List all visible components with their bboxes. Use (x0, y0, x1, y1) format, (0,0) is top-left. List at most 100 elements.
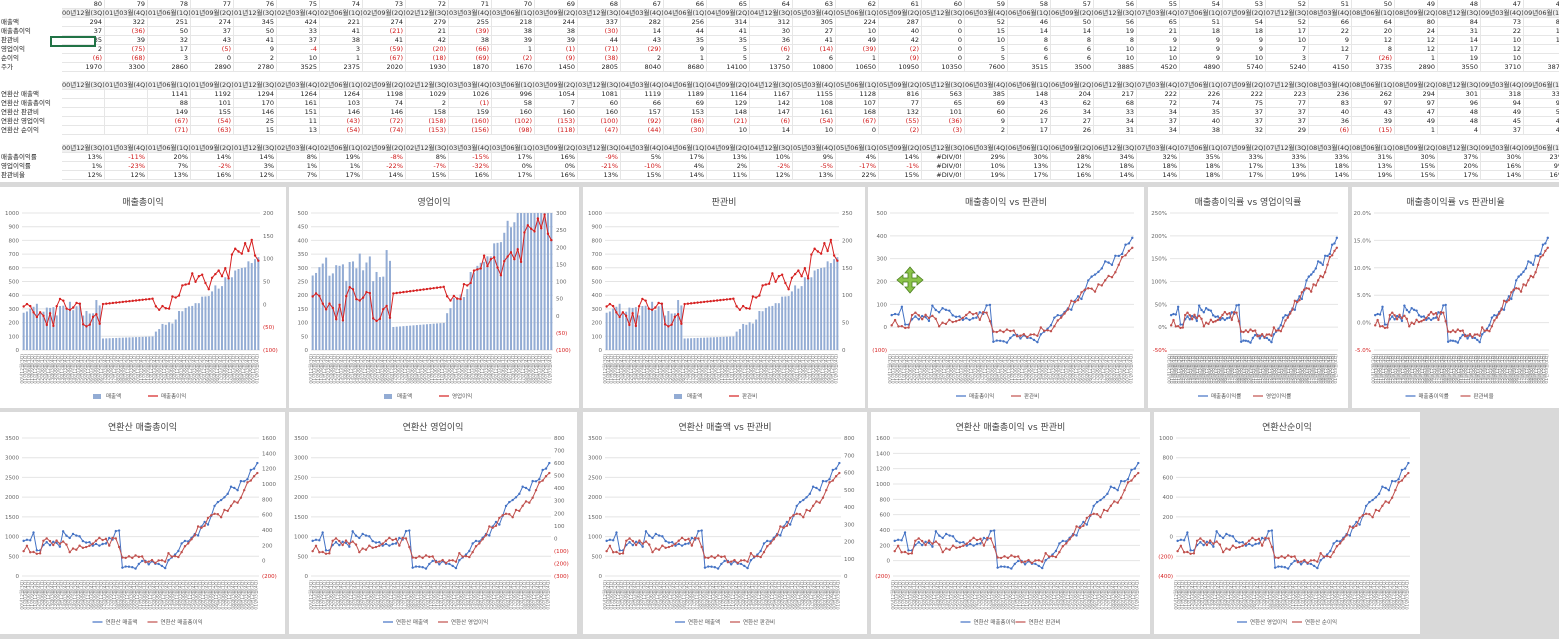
period-header-cell[interactable]: 03년12월(3Q) (578, 144, 621, 153)
period-header-cell[interactable]: 01년03월(4Q) (105, 81, 148, 90)
value-cell[interactable]: 9 (234, 45, 277, 54)
value-cell[interactable]: 160 (535, 108, 578, 117)
value-cell[interactable]: 46 (1524, 0, 1559, 9)
value-cell[interactable]: (158) (406, 117, 449, 126)
value-cell[interactable]: -7% (406, 162, 449, 171)
period-header-cell[interactable]: 07년12월(3Q) (1266, 81, 1309, 90)
value-cell[interactable]: 47 (1395, 108, 1438, 117)
value-cell[interactable]: (1) (535, 45, 578, 54)
value-cell[interactable]: 14100 (707, 63, 750, 72)
value-cell[interactable]: 294 (1395, 90, 1438, 99)
value-cell[interactable]: 25 (234, 117, 277, 126)
value-cell[interactable]: 37 (1137, 117, 1180, 126)
value-cell[interactable]: 0% (535, 162, 578, 171)
value-cell[interactable]: 37 (1223, 117, 1266, 126)
value-cell[interactable]: (36) (922, 117, 965, 126)
value-cell[interactable]: 37 (1223, 108, 1266, 117)
period-header-cell[interactable]: 08년06월(1Q) (1352, 81, 1395, 90)
value-cell[interactable]: 44 (664, 27, 707, 36)
period-header-cell[interactable]: 08년12월(3Q) (1438, 144, 1481, 153)
value-cell[interactable]: 996 (492, 90, 535, 99)
value-cell[interactable]: 9 (1180, 45, 1223, 54)
value-cell[interactable]: 75 (1223, 99, 1266, 108)
value-cell[interactable]: 16% (449, 171, 492, 180)
value-cell[interactable]: 20% (148, 153, 191, 162)
value-cell[interactable]: 2890 (1395, 63, 1438, 72)
value-cell[interactable]: 32 (148, 36, 191, 45)
value-cell[interactable]: (59) (363, 45, 406, 54)
value-cell[interactable]: 30% (1008, 153, 1051, 162)
period-header-cell[interactable]: 06년06월(1Q) (1008, 144, 1051, 153)
period-header-cell[interactable]: 03년09월(2Q) (535, 9, 578, 18)
value-cell[interactable]: 47 (1481, 0, 1524, 9)
value-cell[interactable] (62, 117, 105, 126)
value-cell[interactable]: 68 (1094, 99, 1137, 108)
value-cell[interactable]: 305 (793, 18, 836, 27)
value-cell[interactable]: 37 (62, 27, 105, 36)
value-cell[interactable]: 70 (492, 0, 535, 9)
value-cell[interactable]: 17% (492, 153, 535, 162)
value-cell[interactable]: 3515 (1008, 63, 1051, 72)
value-cell[interactable]: 17 (1008, 126, 1051, 135)
value-cell[interactable] (62, 126, 105, 135)
value-cell[interactable]: 1% (320, 162, 363, 171)
value-cell[interactable]: (5) (191, 45, 234, 54)
value-cell[interactable]: 274 (191, 18, 234, 27)
value-cell[interactable]: 35 (707, 36, 750, 45)
value-cell[interactable]: 17 (1266, 27, 1309, 36)
value-cell[interactable]: 1192 (191, 90, 234, 99)
value-cell[interactable]: 2805 (578, 63, 621, 72)
value-cell[interactable] (105, 126, 148, 135)
value-cell[interactable]: 13 (1524, 36, 1559, 45)
value-cell[interactable]: 13% (148, 171, 191, 180)
period-header-cell[interactable]: 05년06월(1Q) (836, 9, 879, 18)
value-cell[interactable]: 93 (1524, 99, 1559, 108)
value-cell[interactable]: 13% (1266, 162, 1309, 171)
value-cell[interactable]: 10950 (879, 63, 922, 72)
value-cell[interactable]: 49 (1481, 108, 1524, 117)
value-cell[interactable]: (2) (492, 54, 535, 63)
value-cell[interactable]: 18% (1180, 162, 1223, 171)
value-cell[interactable]: 38 (492, 27, 535, 36)
period-header-cell[interactable]: 03년12월(3Q) (578, 81, 621, 90)
value-cell[interactable]: 29% (965, 153, 1008, 162)
value-cell[interactable]: 3735 (1352, 63, 1395, 72)
value-cell[interactable]: 2 (234, 54, 277, 63)
period-header-cell[interactable]: 06년12월(3Q) (1094, 9, 1137, 18)
value-cell[interactable]: 84 (1438, 18, 1481, 27)
value-cell[interactable]: 36 (1309, 117, 1352, 126)
period-header-cell[interactable]: 07년09월(2Q) (1223, 81, 1266, 90)
value-cell[interactable]: 14% (664, 171, 707, 180)
value-cell[interactable]: 68 (578, 0, 621, 9)
period-header-cell[interactable]: 05년09월(2Q) (879, 144, 922, 153)
value-cell[interactable]: -22% (363, 162, 406, 171)
value-cell[interactable]: 65 (1137, 18, 1180, 27)
period-header-cell[interactable]: 05년12월(3Q) (922, 9, 965, 18)
value-cell[interactable]: -17% (836, 162, 879, 171)
value-cell[interactable]: 3% (234, 162, 277, 171)
value-cell[interactable]: 149 (148, 108, 191, 117)
period-header-cell[interactable]: 08년03월(4Q) (1309, 9, 1352, 18)
value-cell[interactable]: (55) (879, 117, 922, 126)
value-cell[interactable]: 255 (449, 18, 492, 27)
value-cell[interactable]: (3) (922, 126, 965, 135)
value-cell[interactable]: 15% (879, 171, 922, 180)
value-cell[interactable]: 37 (277, 36, 320, 45)
chart[interactable]: 연환산 매출총이익 vs 판관비 1600 1400 1200 1000 800 600 40… (871, 412, 1150, 634)
value-cell[interactable]: 41 (793, 36, 836, 45)
period-header-cell[interactable]: 05년12월(3Q) (922, 81, 965, 90)
value-cell[interactable]: 12% (234, 171, 277, 180)
value-cell[interactable]: 58 (492, 99, 535, 108)
value-cell[interactable]: 0 (922, 45, 965, 54)
period-header-cell[interactable]: 01년06월(1Q) (148, 144, 191, 153)
value-cell[interactable]: 6 (1051, 45, 1094, 54)
period-header-cell[interactable]: 05년12월(3Q) (922, 144, 965, 153)
value-cell[interactable]: 160 (492, 108, 535, 117)
value-cell[interactable]: 49 (1395, 117, 1438, 126)
period-header-cell[interactable]: 08년03월(4Q) (1309, 144, 1352, 153)
period-header-cell[interactable]: 03년03월(4Q) (449, 81, 492, 90)
value-cell[interactable]: 13% (578, 171, 621, 180)
period-header-cell[interactable]: 04년06월(1Q) (664, 9, 707, 18)
value-cell[interactable]: 42 (1524, 117, 1559, 126)
value-cell[interactable]: 10 (965, 36, 1008, 45)
